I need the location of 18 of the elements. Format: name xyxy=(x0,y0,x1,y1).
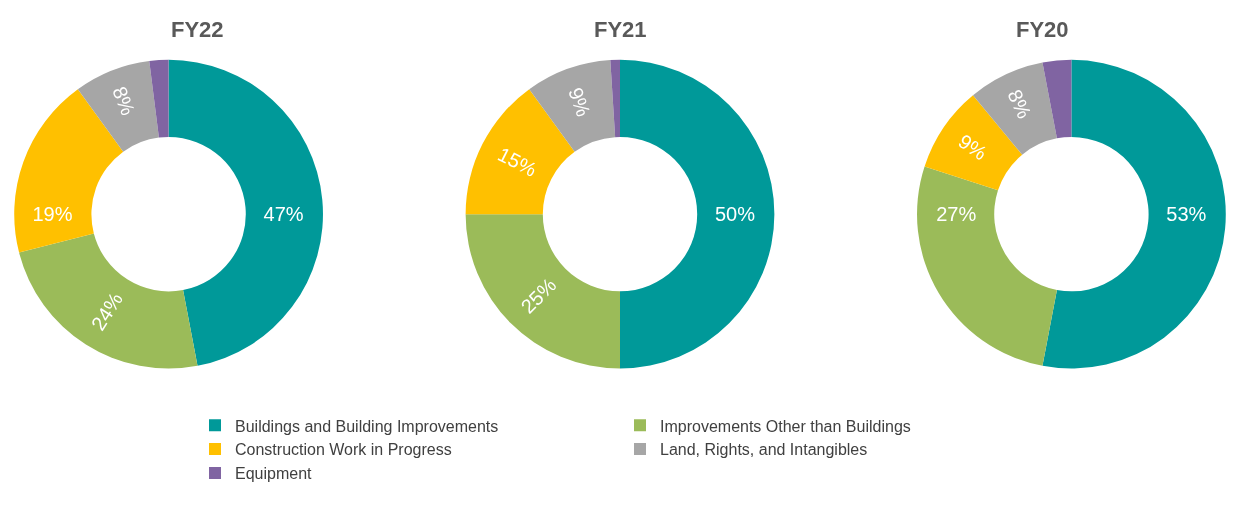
data-label: 9% xyxy=(564,84,595,120)
legend-label: Land, Rights, and Intangibles xyxy=(660,441,868,459)
data-label: 53% xyxy=(1166,203,1207,226)
data-label: 27% xyxy=(936,203,977,226)
data-label: 8% xyxy=(1003,86,1036,122)
data-label: 8% xyxy=(108,83,140,119)
legend-label: Equipment xyxy=(235,465,313,483)
legend-label: Construction Work in Progress xyxy=(235,441,452,459)
legend-label: Buildings and Building Improvements xyxy=(235,417,499,435)
slice-label: FY20 xyxy=(1016,17,1069,42)
data-label: 15% xyxy=(494,142,541,181)
data-label: 9% xyxy=(954,129,992,165)
legend-label: Improvements Other than Buildings xyxy=(660,417,911,435)
data-label: 47% xyxy=(263,203,304,226)
data-label: 19% xyxy=(32,203,73,226)
data-label: 50% xyxy=(714,203,756,226)
slice-label: FY22 xyxy=(171,17,224,42)
slice-label: FY21 xyxy=(594,17,647,42)
